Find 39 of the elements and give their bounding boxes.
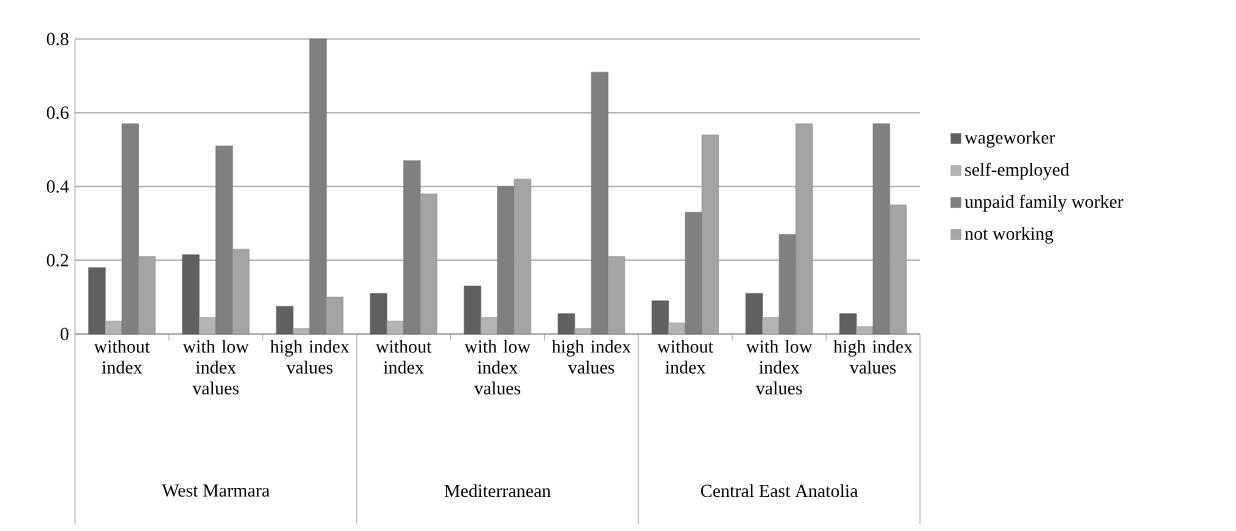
bar <box>105 320 123 335</box>
bar <box>762 317 780 335</box>
bar <box>88 267 106 335</box>
bar <box>463 285 482 335</box>
bar <box>745 293 763 335</box>
legend-label: self-employed <box>965 162 1070 180</box>
y-tick-label: 0.8 <box>46 32 69 46</box>
x-tick-label: high index values <box>551 339 631 374</box>
bar <box>182 254 200 335</box>
bar <box>370 293 388 335</box>
bar <box>668 322 686 335</box>
bar <box>651 300 669 335</box>
y-tick-label: 0.4 <box>46 180 69 193</box>
y-tick-label: 0.2 <box>46 254 69 267</box>
bar <box>480 317 498 335</box>
bar <box>839 313 857 335</box>
x-tick-label: high index values <box>833 339 913 374</box>
legend-label: unpaid family worker <box>964 194 1124 212</box>
text: Central East Anatolia <box>701 484 858 498</box>
bar <box>574 328 592 335</box>
x-tick-label: high index values <box>270 339 350 374</box>
text: Mediterranean <box>444 484 551 498</box>
x-tick-label: with low index values <box>464 339 531 395</box>
x-tick-label: with low index values <box>746 339 813 395</box>
bar <box>276 306 294 335</box>
legend-label: not working <box>964 226 1054 244</box>
text: West Marmara <box>161 484 270 497</box>
bar <box>557 313 575 335</box>
y-tick-label: 0 <box>60 327 69 341</box>
x-tick-label: with low index values <box>182 339 249 395</box>
legend-label: wageworker <box>964 130 1055 148</box>
x-tick-label: without index <box>93 339 150 374</box>
y-tick-label: 0.6 <box>46 106 69 119</box>
bar <box>292 328 310 335</box>
x-tick-label: without index <box>375 339 432 374</box>
x-tick-label: without index <box>657 339 714 374</box>
bar <box>386 320 404 335</box>
bar <box>856 326 874 335</box>
bar <box>198 317 217 335</box>
